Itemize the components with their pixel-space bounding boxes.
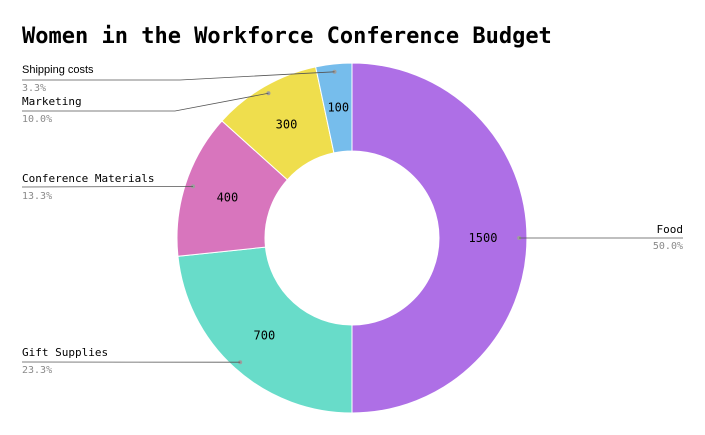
leader-line-shipping-costs	[22, 71, 335, 81]
value-label-shipping-costs: 100	[327, 101, 349, 115]
percent-label-marketing: 10.0%	[22, 114, 52, 125]
category-label-food: Food	[657, 223, 684, 236]
category-label-shipping-costs: Shipping costs	[22, 64, 94, 76]
value-label-gift-supplies: 700	[254, 328, 276, 342]
leader-line-conference-materials	[21, 185, 194, 188]
percent-label-food: 50.0%	[653, 241, 683, 252]
leader-line-marketing	[22, 92, 269, 112]
chart-title: Women in the Workforce Conference Budget	[22, 24, 552, 49]
percent-label-conference-materials: 13.3%	[22, 191, 52, 202]
category-label-gift-supplies: Gift Supplies	[22, 346, 108, 359]
percent-label-gift-supplies: 23.3%	[22, 365, 52, 376]
slices-group	[176, 62, 528, 414]
value-label-marketing: 300	[276, 118, 298, 132]
value-label-conference-materials: 400	[217, 191, 239, 205]
slice-food	[351, 62, 528, 414]
value-label-food: 1500	[469, 231, 498, 245]
category-label-conference-materials: Conference Materials	[22, 172, 154, 185]
slice-shipping-costs	[315, 62, 353, 154]
labels-group: 1500 Food 50.0% 700 Gift Supplies 23.3% 400 Con…	[21, 64, 684, 376]
slice-gift-supplies	[177, 246, 353, 414]
category-label-marketing: Marketing	[22, 95, 82, 108]
percent-label-shipping-costs: 3.3%	[22, 83, 46, 94]
